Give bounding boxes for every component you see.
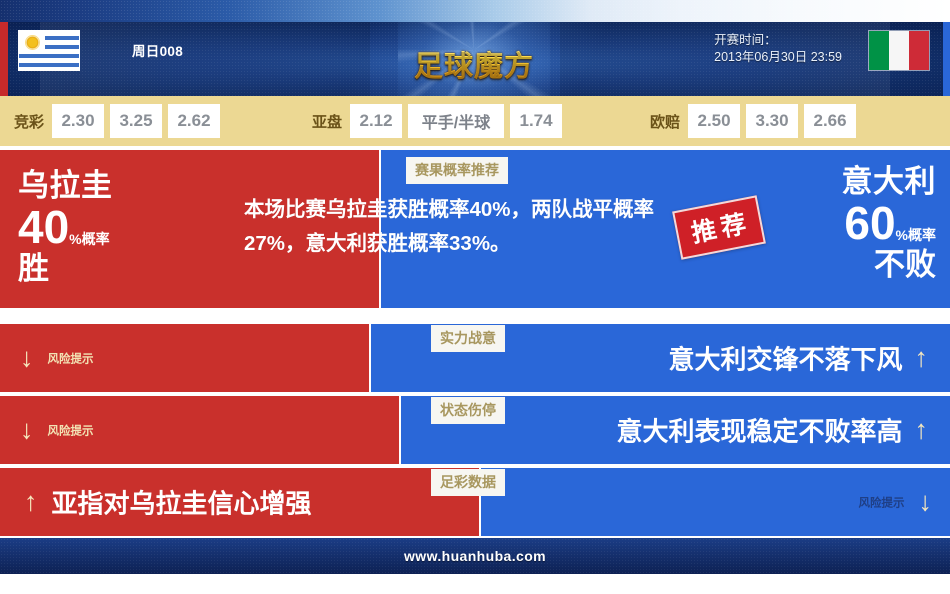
kickoff-time: 2013年06月30日 23:59: [714, 50, 842, 64]
odds-cell-oupei-home[interactable]: 2.50: [688, 104, 741, 138]
probability-row: 乌拉圭 40 %概率 胜 意大利 60 %概率 不败: [0, 150, 950, 308]
top-gradient-band: [0, 0, 950, 22]
strength-headline-text: 意大利交锋不落下风: [668, 344, 903, 375]
odds-cell-jingcai-away[interactable]: 2.62: [168, 104, 221, 138]
odds-cell-jingcai-draw[interactable]: 3.25: [110, 104, 163, 138]
arrow-up-icon: ↑: [914, 342, 929, 373]
arrow-down-icon: ↓: [918, 486, 933, 517]
odds-cell-yapan-away[interactable]: 1.74: [510, 104, 563, 138]
away-team-name: 意大利: [841, 164, 936, 199]
site-url[interactable]: www.huanhuba.com: [404, 548, 546, 564]
footer-texture: [0, 538, 950, 574]
home-verdict: 胜: [18, 251, 49, 286]
risk-hint-right: 风险提示 ↓: [858, 486, 933, 517]
info-row-betting-data: ↑ 亚指对乌拉圭信心增强 风险提示 ↓: [0, 468, 950, 536]
betting-headline-text: 亚指对乌拉圭信心增强: [51, 488, 312, 519]
odds-label-oupei: 欧赔: [650, 113, 681, 131]
site-logo[interactable]: 足球魔方: [398, 22, 550, 96]
badge-form-injury: 状态伤停: [431, 397, 505, 424]
left-red-edge-strip: [0, 22, 8, 96]
home-probability-block: 乌拉圭 40 %概率 胜: [18, 168, 113, 287]
home-team-name: 乌拉圭: [18, 168, 113, 203]
odds-group-jingcai: 竞彩 2.30 3.25 2.62: [14, 104, 226, 138]
uruguay-flag-icon: [18, 30, 80, 71]
odds-bar: 竞彩 2.30 3.25 2.62 亚盘 2.12 平手/半球 1.74 欧赔 …: [0, 96, 950, 146]
odds-group-yapan: 亚盘 2.12 平手/半球 1.74: [312, 104, 568, 138]
arrow-up-icon: ↑: [24, 486, 38, 517]
strength-headline: 意大利交锋不落下风 ↑: [668, 340, 928, 377]
odds-group-oupei: 欧赔 2.50 3.30 2.66: [650, 104, 862, 138]
info-row-left-panel: ↓ 风险提示: [0, 324, 369, 392]
odds-cell-oupei-draw[interactable]: 3.30: [746, 104, 799, 138]
arrow-down-icon: ↓: [20, 342, 34, 373]
odds-cell-yapan-handicap[interactable]: 平手/半球: [408, 104, 505, 138]
logo-rays-icon: [398, 22, 550, 96]
kickoff-info: 开赛时间： 2013年06月30日 23:59: [714, 32, 842, 66]
badge-strength-intent: 实力战意: [431, 325, 505, 352]
probability-home-panel: [0, 150, 379, 308]
betting-headline: ↑ 亚指对乌拉圭信心增强: [24, 484, 312, 521]
away-probability-value: 60: [844, 197, 896, 249]
odds-label-yapan: 亚盘: [312, 113, 343, 131]
info-row-strength: ↓ 风险提示 意大利交锋不落下风 ↑: [0, 324, 950, 392]
bottom-white-strip: [0, 574, 950, 594]
info-row-right-panel: 风险提示 ↓: [481, 468, 950, 536]
top-band-texture: [0, 0, 950, 22]
form-headline: 意大利表现稳定不败率高 ↑: [616, 412, 928, 449]
logo-glow: [398, 22, 550, 96]
odds-cell-yapan-home[interactable]: 2.12: [350, 104, 403, 138]
home-probability-value: 40: [18, 201, 70, 253]
odds-cell-jingcai-home[interactable]: 2.30: [52, 104, 105, 138]
risk-hint-label: 风险提示: [47, 353, 94, 365]
risk-hint-left: ↓ 风险提示: [20, 414, 94, 445]
footer-bar: www.huanhuba.com: [0, 538, 950, 574]
away-probability-unit: %概率: [895, 227, 936, 243]
badge-betting-data: 足彩数据: [431, 469, 505, 496]
italy-flag-icon: [868, 30, 930, 71]
info-row-left-panel: ↓ 风险提示: [0, 396, 399, 464]
arrow-up-icon: ↑: [914, 414, 929, 445]
risk-hint-label: 风险提示: [858, 497, 905, 509]
match-number: 周日008: [132, 44, 184, 59]
info-row-left-panel: ↑ 亚指对乌拉圭信心增强: [0, 468, 479, 536]
right-blue-edge-strip: [943, 22, 950, 96]
logo-text: 足球魔方: [398, 43, 550, 85]
badge-probability-recommendation: 赛果概率推荐: [406, 157, 508, 184]
form-headline-text: 意大利表现稳定不败率高: [616, 416, 903, 447]
away-verdict: 不败: [874, 247, 936, 282]
odds-cell-oupei-away[interactable]: 2.66: [804, 104, 857, 138]
risk-hint-label: 风险提示: [47, 425, 94, 437]
header-sheen-left: [40, 22, 370, 96]
home-probability-unit: %概率: [69, 231, 110, 247]
away-probability-block: 意大利 60 %概率 不败: [842, 164, 937, 283]
odds-label-jingcai: 竞彩: [14, 113, 45, 131]
probability-description: 本场比赛乌拉圭获胜概率40%，两队战平概率27%，意大利获胜概率33%。: [244, 198, 655, 255]
kickoff-label: 开赛时间：: [714, 33, 777, 47]
sun-of-may-icon: [26, 36, 39, 49]
header-sheen-right: [560, 22, 890, 96]
risk-hint-left: ↓ 风险提示: [20, 342, 94, 373]
arrow-down-icon: ↓: [20, 414, 34, 445]
